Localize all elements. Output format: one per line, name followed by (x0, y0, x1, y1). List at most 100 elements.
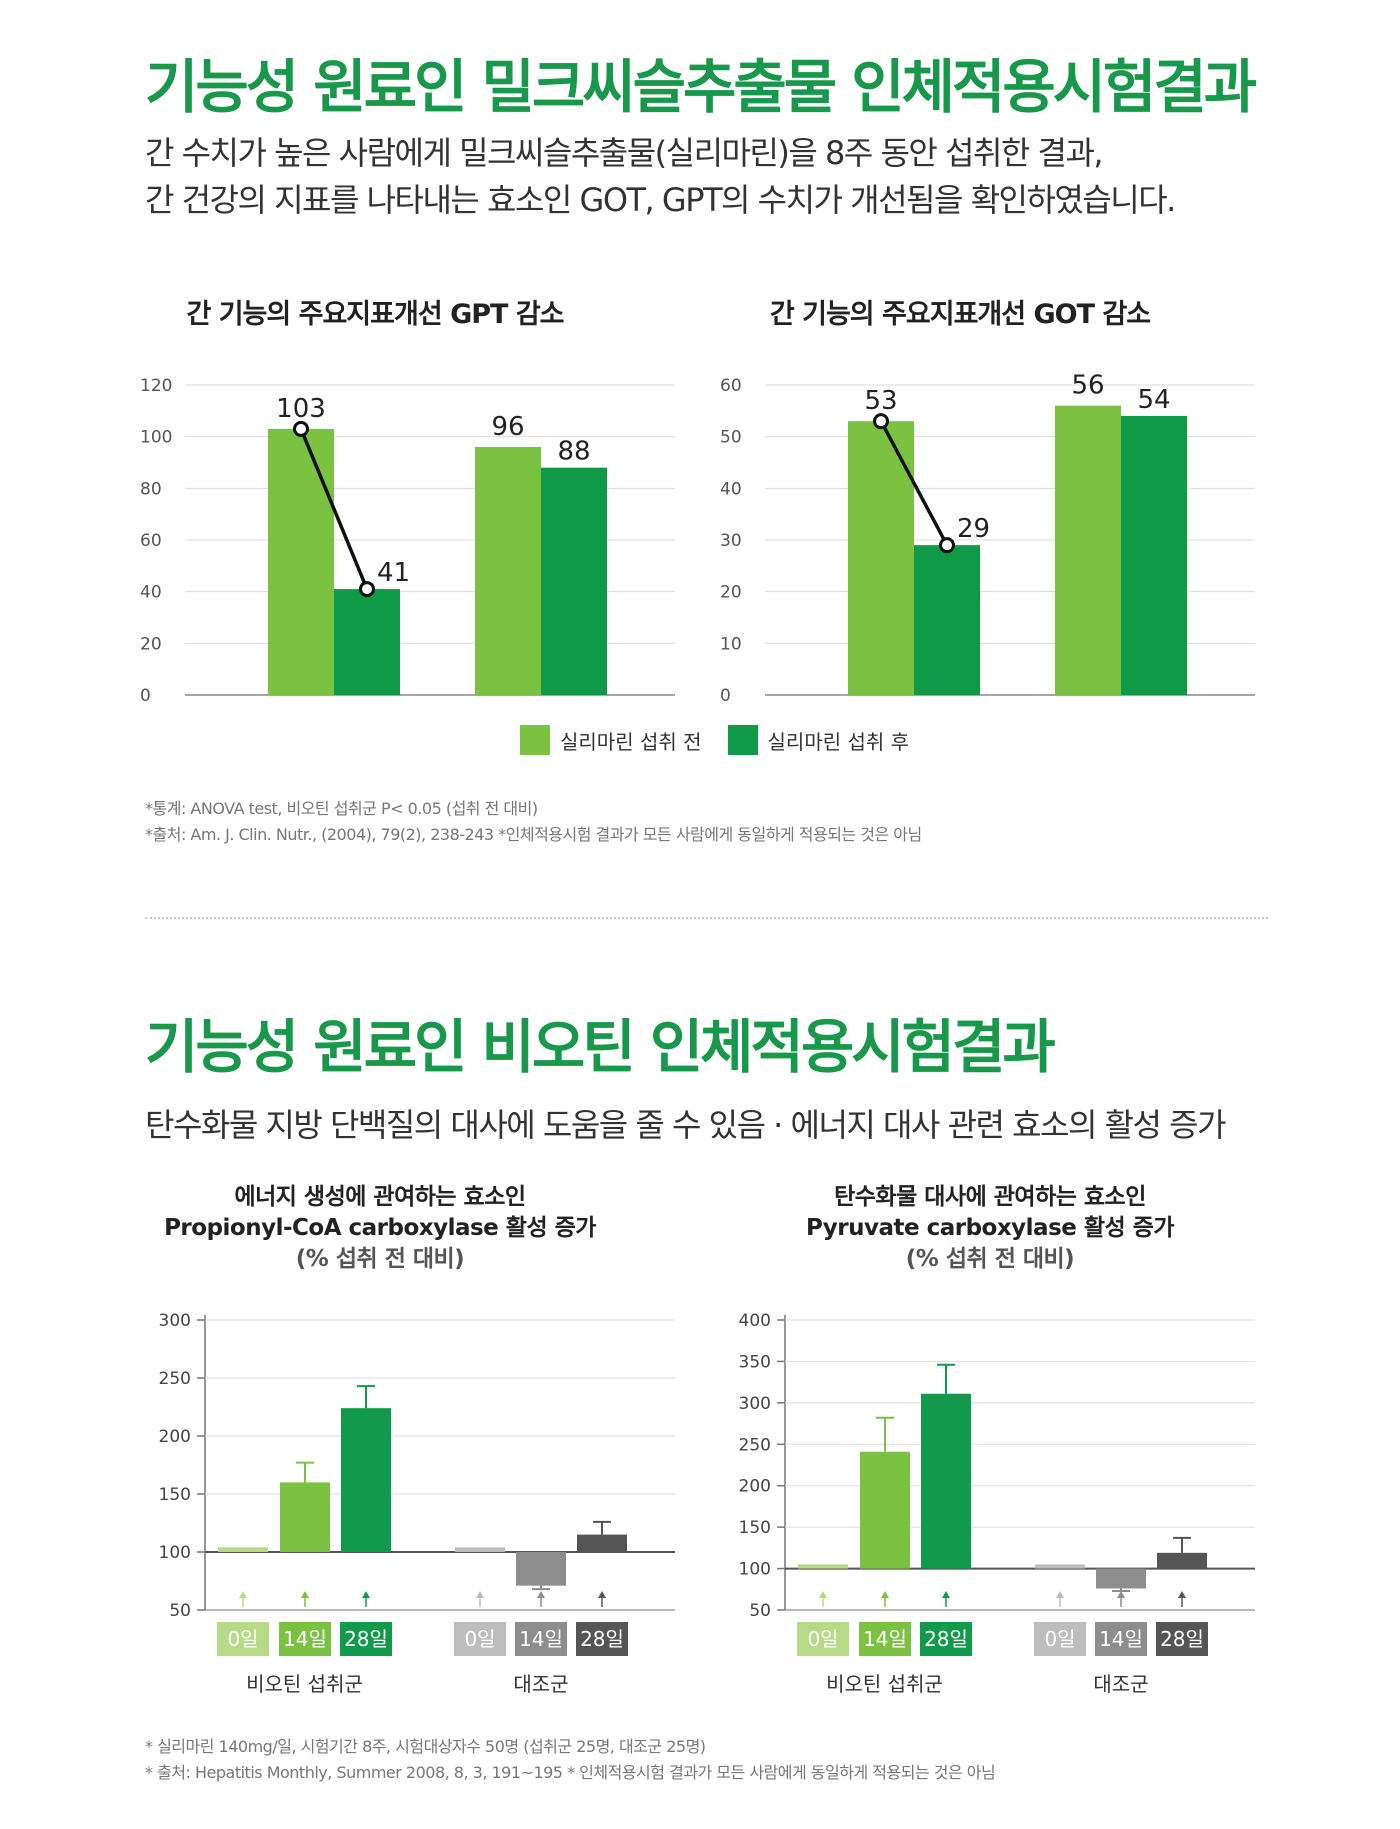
pc-bar (1096, 1568, 1146, 1589)
pc-arrow-head (942, 1591, 950, 1598)
pcc-bar (455, 1547, 505, 1552)
got-ytick-label: 40 (720, 479, 742, 499)
chart-got-title: 간 기능의 주요지표개선 GOT 감소 (769, 299, 1151, 330)
section1-title: 기능성 원료인 밀크씨슬추출물 인체적용시험결과 (145, 53, 1257, 121)
pc-bar (1035, 1564, 1085, 1569)
gpt-connector-line (299, 428, 369, 590)
pc-ytick-label: 50 (749, 1601, 771, 1621)
gpt-ytick-label: 120 (140, 376, 172, 396)
pcc-category-box (576, 1622, 628, 1656)
chart-pc: 50 100 150 200 250 300 350 400 0일 14일 28일 0일 14일 28일비… (739, 1311, 1255, 1696)
pcc-category-label: 14일 (283, 1627, 327, 1651)
pc-ytick-label: 300 (739, 1394, 771, 1414)
pc-category-box (1095, 1622, 1147, 1656)
section1-note-stats: *통계: ANOVA test, 비오틴 섭취군 P< 0.05 (섭취 전 대… (145, 799, 538, 818)
pcc-category-box (279, 1622, 331, 1656)
pc-arrow-head (1117, 1591, 1125, 1598)
got-ytick-label: 20 (720, 583, 742, 603)
pcc-group-label: 대조군 (513, 1672, 568, 1696)
got-connector-point (939, 537, 955, 554)
pcc-bar (218, 1547, 268, 1552)
got-data-label: 29 (957, 514, 990, 544)
pcc-ytick-label: 200 (159, 1427, 191, 1447)
pc-category-box (1034, 1622, 1086, 1656)
gpt-data-label: 41 (377, 558, 410, 588)
pcc-category-box (454, 1622, 506, 1656)
got-connector-line (879, 420, 949, 546)
chart-gpt: 0 20 40 60 80 100 120 103 41 96 88 (140, 376, 675, 706)
chart-pcc-title: 에너지 생성에 관여하는 효소인 Propionyl-CoA carboxyla… (160, 1182, 600, 1275)
pcc-category-label: 0일 (464, 1627, 495, 1651)
pcc-arrow-head (239, 1591, 247, 1598)
legend-swatch-after (727, 725, 758, 755)
legend-item-before: 실리마린 섭취 전 (520, 725, 702, 755)
chart-pcc-title-unit: (% 섭취 전 대비) (295, 1246, 465, 1272)
got-connector-point (873, 413, 889, 430)
chart-pcc-title-line1: 에너지 생성에 관여하는 효소인 (234, 1184, 526, 1210)
pcc-arrow-head (476, 1591, 484, 1598)
got-ytick-label: 10 (720, 634, 742, 654)
section2-note-source: * 출처: Hepatitis Monthly, Summer 2008, 8,… (145, 1763, 996, 1782)
chart-legend: 실리마린 섭취 전 실리마린 섭취 후 (520, 725, 909, 755)
got-bar (1055, 405, 1121, 695)
pcc-ytick-label: 250 (159, 1369, 191, 1389)
pc-category-box (920, 1622, 972, 1656)
section1-desc-line1: 간 수치가 높은 사람에게 밀크씨슬추출물(실리마린)을 8주 동안 섭취한 결… (145, 134, 1104, 172)
got-ytick-label: 50 (720, 428, 742, 448)
pc-ytick-label: 100 (739, 1560, 771, 1580)
pcc-category-label: 14일 (519, 1627, 563, 1651)
pcc-category-label: 0일 (227, 1627, 258, 1651)
pc-bar (1157, 1552, 1207, 1569)
pcc-category-box (340, 1622, 392, 1656)
pcc-arrow-head (301, 1591, 309, 1598)
gpt-ytick-label: 100 (140, 428, 172, 448)
pc-category-label: 28일 (1160, 1627, 1204, 1651)
pc-bar (860, 1451, 910, 1569)
chart-pc-title-line2: Pyruvate carboxylase 활성 증가 (805, 1215, 1175, 1241)
pc-category-box (859, 1622, 911, 1656)
pc-ytick-label: 250 (739, 1435, 771, 1455)
legend-swatch-before (520, 725, 550, 755)
pc-category-label: 28일 (924, 1627, 968, 1651)
pcc-ytick-label: 150 (159, 1485, 191, 1505)
pcc-category-label: 28일 (344, 1627, 388, 1651)
gpt-ytick-label: 80 (140, 479, 162, 499)
pcc-arrow-head (537, 1591, 545, 1598)
chart-gpt-title: 간 기능의 주요지표개선 GPT 감소 (186, 299, 564, 330)
got-data-label: 53 (864, 386, 897, 416)
got-bar (848, 421, 914, 695)
chart-pc-title: 탄수화물 대사에 관여하는 효소인 Pyruvate carboxylase 활… (770, 1182, 1210, 1275)
got-ytick-label: 30 (720, 531, 742, 551)
chart-pcc-title-line2: Propionyl-CoA carboxylase 활성 증가 (164, 1215, 596, 1241)
pc-category-label: 14일 (863, 1627, 907, 1651)
chart-pc-title-line1: 탄수화물 대사에 관여하는 효소인 (834, 1184, 1146, 1210)
pcc-bar (577, 1534, 627, 1552)
pc-arrow-head (1056, 1591, 1064, 1598)
got-data-label: 56 (1071, 371, 1104, 401)
pc-ytick-label: 400 (739, 1311, 771, 1331)
legend-item-after: 실리마린 섭취 후 (727, 725, 909, 755)
section1-desc-line2: 간 건강의 지표를 나타내는 효소인 GOT, GPT의 수치가 개선됨을 확인… (145, 181, 1176, 219)
pc-ytick-label: 150 (739, 1518, 771, 1538)
pcc-ytick-label: 100 (159, 1543, 191, 1563)
pcc-group-label: 비오틴 섭취군 (246, 1672, 363, 1696)
pcc-arrow-head (362, 1591, 370, 1598)
gpt-data-label: 96 (491, 412, 524, 442)
pc-category-label: 0일 (1044, 1627, 1075, 1651)
pcc-ytick-label: 300 (159, 1311, 191, 1331)
pc-arrow-head (1178, 1591, 1186, 1598)
gpt-ytick-label: 0 (140, 686, 151, 706)
gpt-ytick-label: 60 (140, 531, 162, 551)
pcc-ytick-label: 50 (169, 1601, 191, 1621)
pc-bar (921, 1393, 971, 1569)
pc-ytick-label: 200 (739, 1477, 771, 1497)
section2-title: 기능성 원료인 비오틴 인체적용시험결과 (145, 1013, 1056, 1081)
gpt-connector-point (359, 581, 375, 598)
chart-got: 0 10 20 30 40 50 60 53 29 56 54 (720, 371, 1255, 706)
legend-label-before: 실리마린 섭취 전 (560, 729, 702, 754)
pc-group-label: 대조군 (1093, 1672, 1148, 1696)
pcc-category-box (217, 1622, 269, 1656)
pcc-arrow-head (598, 1591, 606, 1598)
chart-pc-title-unit: (% 섭취 전 대비) (905, 1246, 1075, 1272)
